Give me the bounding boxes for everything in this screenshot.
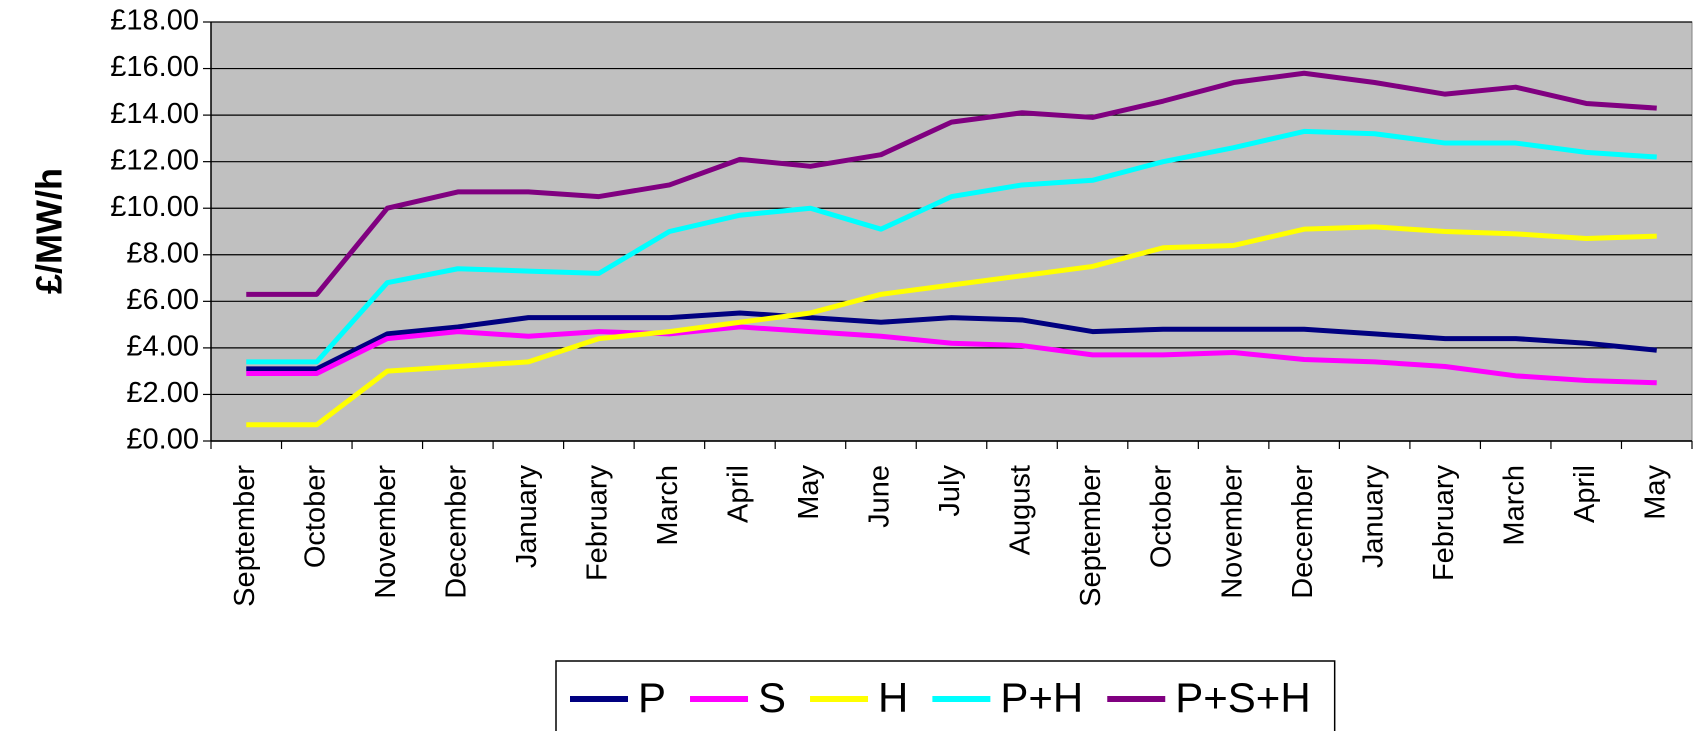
y-tick-label: £8.00 bbox=[126, 237, 199, 269]
y-tick-label: £4.00 bbox=[126, 331, 199, 363]
x-tick-label: April bbox=[723, 465, 755, 523]
series-line bbox=[246, 310, 1657, 372]
series-line bbox=[246, 70, 1657, 297]
x-tick-label: October bbox=[299, 465, 331, 568]
x-tick-label: June bbox=[864, 465, 896, 528]
x-tick-label: November bbox=[370, 465, 402, 599]
y-tick-label: £6.00 bbox=[126, 284, 199, 316]
y-tick-label: £14.00 bbox=[110, 98, 199, 130]
x-tick-label: February bbox=[582, 465, 614, 582]
x-tick-label: March bbox=[652, 465, 684, 546]
y-tick-label: £12.00 bbox=[110, 144, 199, 176]
series-line bbox=[246, 324, 1657, 386]
x-tick-label: December bbox=[440, 465, 472, 599]
series-line bbox=[246, 224, 1657, 428]
y-tick-label: £0.00 bbox=[126, 424, 199, 456]
y-tick-label: £18.00 bbox=[110, 5, 199, 37]
x-tick-label: September bbox=[1075, 465, 1107, 607]
series-line bbox=[246, 128, 1657, 365]
y-tick-label: £2.00 bbox=[126, 377, 199, 409]
x-tick-label: May bbox=[1639, 465, 1671, 520]
x-tick-label: February bbox=[1428, 465, 1460, 582]
legend-label: P+S+H bbox=[1175, 674, 1310, 721]
x-tick-label: March bbox=[1498, 465, 1530, 546]
x-tick-label: October bbox=[1146, 465, 1178, 568]
x-tick-label: September bbox=[229, 465, 261, 607]
x-tick-label: December bbox=[1287, 465, 1319, 599]
x-tick-label: May bbox=[793, 465, 825, 520]
x-tick-label: November bbox=[1216, 465, 1248, 599]
x-tick-label: January bbox=[1357, 465, 1389, 569]
x-tick-label: April bbox=[1569, 465, 1601, 523]
x-tick-label: January bbox=[511, 465, 543, 569]
y-tick-label: £16.00 bbox=[110, 51, 199, 83]
x-tick-label: July bbox=[934, 465, 966, 517]
legend-label: P bbox=[638, 674, 666, 721]
y-tick-label: £10.00 bbox=[110, 191, 199, 223]
legend-label: P+H bbox=[1000, 674, 1083, 721]
x-tick-label: August bbox=[1005, 465, 1037, 555]
legend-label: S bbox=[758, 674, 786, 721]
y-axis-label: £/MW/h bbox=[29, 168, 70, 294]
legend-label: H bbox=[878, 674, 908, 721]
